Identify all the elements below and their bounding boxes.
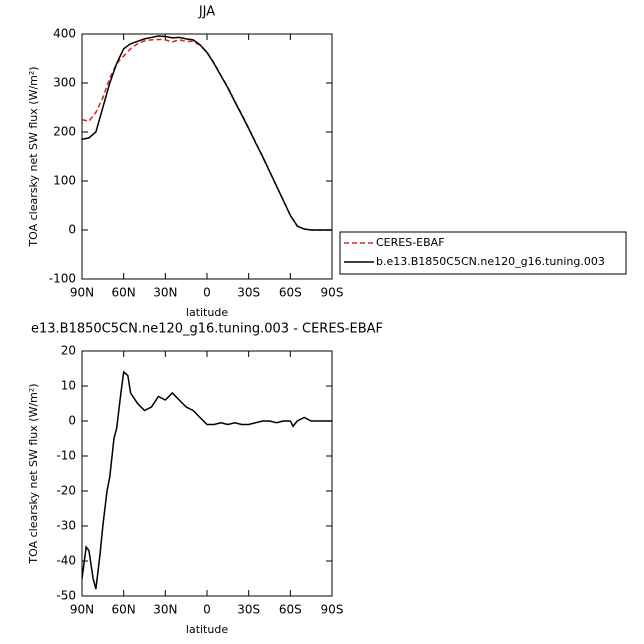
x-tick-label: 90S bbox=[321, 603, 344, 617]
y-tick-label: -100 bbox=[49, 272, 76, 286]
data-line bbox=[81, 38, 332, 231]
chart-title: JJA bbox=[198, 5, 215, 20]
chart-title: e13.B1850C5CN.ne120_g16.tuning.003 - CER… bbox=[31, 322, 383, 337]
plot-frame bbox=[81, 33, 333, 280]
legend-label: CERES-EBAF bbox=[376, 236, 445, 249]
y-tick-label: -10 bbox=[56, 449, 76, 463]
y-tick-label: 200 bbox=[53, 125, 76, 139]
x-tick-label: 0 bbox=[203, 286, 211, 300]
x-tick-label: 30N bbox=[153, 286, 177, 300]
plot-frame bbox=[81, 350, 333, 597]
x-tick-label: 60N bbox=[112, 603, 136, 617]
x-axis-label: latitude bbox=[186, 623, 228, 636]
legend-box bbox=[339, 231, 627, 275]
x-tick-label: 30N bbox=[153, 603, 177, 617]
x-tick-label: 90N bbox=[70, 603, 94, 617]
y-tick-label: 20 bbox=[61, 344, 76, 358]
x-axis-label: latitude bbox=[186, 306, 228, 319]
x-tick-label: 30S bbox=[237, 286, 260, 300]
x-tick-label: 60S bbox=[279, 603, 302, 617]
y-tick-label: 400 bbox=[53, 27, 76, 41]
y-tick-label: 100 bbox=[53, 174, 76, 188]
y-tick-label: -50 bbox=[56, 589, 76, 603]
data-line bbox=[81, 35, 332, 231]
y-tick-label: -40 bbox=[56, 554, 76, 568]
x-tick-label: 60N bbox=[112, 286, 136, 300]
y-axis-label: TOA clearsky net SW flux (W/m²) bbox=[27, 66, 40, 247]
y-tick-label: 10 bbox=[61, 379, 76, 393]
legend-label: b.e13.B1850C5CN.ne120_g16.tuning.003 bbox=[376, 255, 605, 268]
x-tick-label: 60S bbox=[279, 286, 302, 300]
y-tick-label: 0 bbox=[68, 414, 76, 428]
y-tick-label: 0 bbox=[68, 223, 76, 237]
y-tick-label: -30 bbox=[56, 519, 76, 533]
x-tick-label: 0 bbox=[203, 603, 211, 617]
x-tick-label: 90N bbox=[70, 286, 94, 300]
x-tick-label: 30S bbox=[237, 603, 260, 617]
y-tick-label: 300 bbox=[53, 76, 76, 90]
y-tick-label: -20 bbox=[56, 484, 76, 498]
data-line bbox=[81, 370, 332, 590]
x-tick-label: 90S bbox=[321, 286, 344, 300]
y-axis-label: TOA clearsky net SW flux (W/m²) bbox=[27, 383, 40, 564]
